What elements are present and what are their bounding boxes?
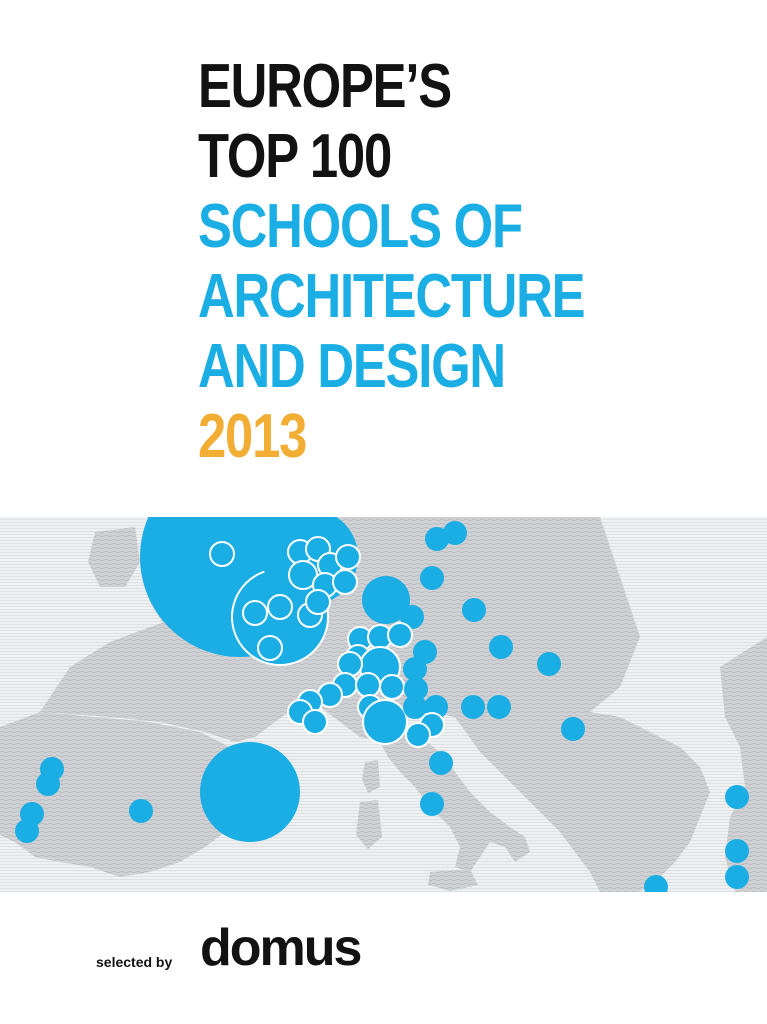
title-line-schools-of: SCHOOLS OF (198, 192, 523, 261)
turkey-landmass (720, 637, 767, 892)
title-line-year: 2013 (198, 402, 307, 471)
cover-footer: selected by domus (96, 920, 496, 980)
selected-by-label: selected by (96, 954, 173, 970)
title-line-architecture: ARCHITECTURE (198, 262, 586, 331)
ireland-landmass (88, 527, 140, 587)
italy-landmass (380, 732, 530, 872)
sardinia-landmass (356, 800, 382, 849)
title-line-top-100: TOP 100 (198, 122, 392, 191)
school-markers (15, 517, 749, 892)
title-line-and-design: AND DESIGN (198, 332, 506, 401)
title-line-europes: EUROPE’S (198, 52, 452, 121)
iberia-landmass (0, 712, 265, 877)
europe-map (0, 517, 767, 892)
balkans-landmass (455, 712, 710, 892)
domus-logo: domus (200, 919, 362, 977)
corsica-landmass (362, 760, 380, 793)
sicily-landmass (428, 869, 478, 891)
cover-title: EUROPE’S TOP 100 SCHOOLS OF ARCHITECTURE… (198, 52, 718, 472)
europe-map-icon (0, 517, 767, 892)
